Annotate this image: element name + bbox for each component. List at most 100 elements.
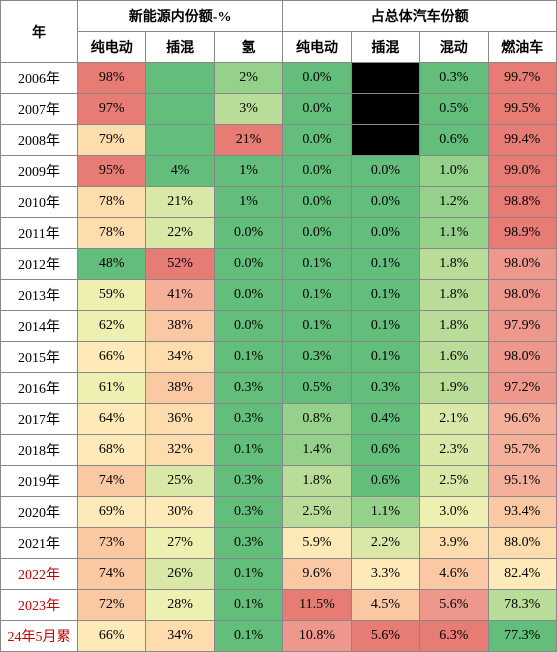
- year-cell: 2009年: [1, 156, 78, 187]
- data-cell: 32%: [146, 435, 214, 466]
- data-cell: 3.0%: [420, 497, 488, 528]
- data-cell: 99.0%: [488, 156, 556, 187]
- table-row: 2020年69%30%0.3%2.5%1.1%3.0%93.4%: [1, 497, 557, 528]
- data-cell: [146, 63, 214, 94]
- data-cell: 9.6%: [283, 559, 351, 590]
- table-row: 2016年61%38%0.3%0.5%0.3%1.9%97.2%: [1, 373, 557, 404]
- data-cell: 78%: [78, 218, 146, 249]
- data-cell: 0.6%: [351, 466, 419, 497]
- data-cell: 3.9%: [420, 528, 488, 559]
- year-cell: 2007年: [1, 94, 78, 125]
- data-cell: [146, 125, 214, 156]
- data-cell: 0.3%: [351, 373, 419, 404]
- data-cell: 2.3%: [420, 435, 488, 466]
- data-cell: 11.5%: [283, 590, 351, 621]
- data-cell: 6.3%: [420, 621, 488, 652]
- year-cell: 2022年: [1, 559, 78, 590]
- data-cell: 0.3%: [420, 63, 488, 94]
- data-cell: 88.0%: [488, 528, 556, 559]
- table-row: 2022年74%26%0.1%9.6%3.3%4.6%82.4%: [1, 559, 557, 590]
- table-row: 2021年73%27%0.3%5.9%2.2%3.9%88.0%: [1, 528, 557, 559]
- year-cell: 2019年: [1, 466, 78, 497]
- data-cell: 25%: [146, 466, 214, 497]
- data-cell: 10.8%: [283, 621, 351, 652]
- data-cell: 97.2%: [488, 373, 556, 404]
- data-cell: 97%: [78, 94, 146, 125]
- data-cell: 99.4%: [488, 125, 556, 156]
- data-cell: 38%: [146, 373, 214, 404]
- data-cell: 0.6%: [420, 125, 488, 156]
- data-cell: 0.0%: [214, 218, 282, 249]
- subhead-3: 纯电动: [283, 32, 351, 63]
- data-cell: 0.3%: [214, 466, 282, 497]
- data-cell: 22%: [146, 218, 214, 249]
- data-cell: 73%: [78, 528, 146, 559]
- subhead-0: 纯电动: [78, 32, 146, 63]
- table-row: 2015年66%34%0.1%0.3%0.1%1.6%98.0%: [1, 342, 557, 373]
- data-cell: 1.8%: [420, 249, 488, 280]
- data-cell: 0.6%: [351, 435, 419, 466]
- data-cell: 1%: [214, 187, 282, 218]
- data-cell: 78%: [78, 187, 146, 218]
- header-group-1: 新能源内份额-%: [78, 1, 283, 32]
- table-row: 2011年78%22%0.0%0.0%0.0%1.1%98.9%: [1, 218, 557, 249]
- data-cell: 62%: [78, 311, 146, 342]
- data-cell: 1.4%: [283, 435, 351, 466]
- data-cell: 2.5%: [420, 466, 488, 497]
- data-cell: [146, 94, 214, 125]
- data-cell: 64%: [78, 404, 146, 435]
- data-cell: 0.8%: [283, 404, 351, 435]
- data-cell: 0.1%: [214, 435, 282, 466]
- data-cell: 98%: [78, 63, 146, 94]
- data-cell: 27%: [146, 528, 214, 559]
- data-cell: 74%: [78, 559, 146, 590]
- data-cell: 1.6%: [420, 342, 488, 373]
- table-header: 年 新能源内份额-% 占总体汽车份额 纯电动 插混 氢 纯电动 插混 混动 燃油…: [1, 1, 557, 63]
- year-cell: 2021年: [1, 528, 78, 559]
- data-cell: 93.4%: [488, 497, 556, 528]
- data-cell: 4.6%: [420, 559, 488, 590]
- data-cell: 0.5%: [420, 94, 488, 125]
- data-cell: 1.1%: [351, 497, 419, 528]
- data-cell: 82.4%: [488, 559, 556, 590]
- data-cell: [351, 63, 419, 94]
- year-cell: 2006年: [1, 63, 78, 94]
- data-cell: 98.9%: [488, 218, 556, 249]
- table-row: 2006年98%2%0.0%0.3%99.7%: [1, 63, 557, 94]
- data-cell: 98.0%: [488, 249, 556, 280]
- table-row: 2008年79%21%0.0%0.6%99.4%: [1, 125, 557, 156]
- data-cell: 0.0%: [283, 63, 351, 94]
- data-cell: 1.1%: [420, 218, 488, 249]
- data-cell: 79%: [78, 125, 146, 156]
- data-cell: 0.1%: [214, 621, 282, 652]
- data-cell: 0.0%: [283, 218, 351, 249]
- year-cell: 2013年: [1, 280, 78, 311]
- table-row: 2009年95%4%1%0.0%0.0%1.0%99.0%: [1, 156, 557, 187]
- data-cell: 2.2%: [351, 528, 419, 559]
- subhead-2: 氢: [214, 32, 282, 63]
- data-cell: 0.3%: [214, 497, 282, 528]
- data-cell: 21%: [146, 187, 214, 218]
- table-body: 2006年98%2%0.0%0.3%99.7%2007年97%3%0.0%0.5…: [1, 63, 557, 652]
- data-cell: 98.8%: [488, 187, 556, 218]
- data-cell: 0.3%: [214, 373, 282, 404]
- data-cell: 74%: [78, 466, 146, 497]
- data-cell: 0.1%: [351, 311, 419, 342]
- year-cell: 2014年: [1, 311, 78, 342]
- data-cell: 1.8%: [283, 466, 351, 497]
- subhead-1: 插混: [146, 32, 214, 63]
- table-row: 2019年74%25%0.3%1.8%0.6%2.5%95.1%: [1, 466, 557, 497]
- year-cell: 2008年: [1, 125, 78, 156]
- data-cell: 69%: [78, 497, 146, 528]
- year-cell: 2018年: [1, 435, 78, 466]
- data-cell: 78.3%: [488, 590, 556, 621]
- year-cell: 2012年: [1, 249, 78, 280]
- data-cell: 95.1%: [488, 466, 556, 497]
- table-row: 2007年97%3%0.0%0.5%99.5%: [1, 94, 557, 125]
- data-cell: 98.0%: [488, 342, 556, 373]
- data-cell: 30%: [146, 497, 214, 528]
- data-cell: 4.5%: [351, 590, 419, 621]
- data-cell: 98.0%: [488, 280, 556, 311]
- data-cell: 99.5%: [488, 94, 556, 125]
- year-cell: 24年5月累: [1, 621, 78, 652]
